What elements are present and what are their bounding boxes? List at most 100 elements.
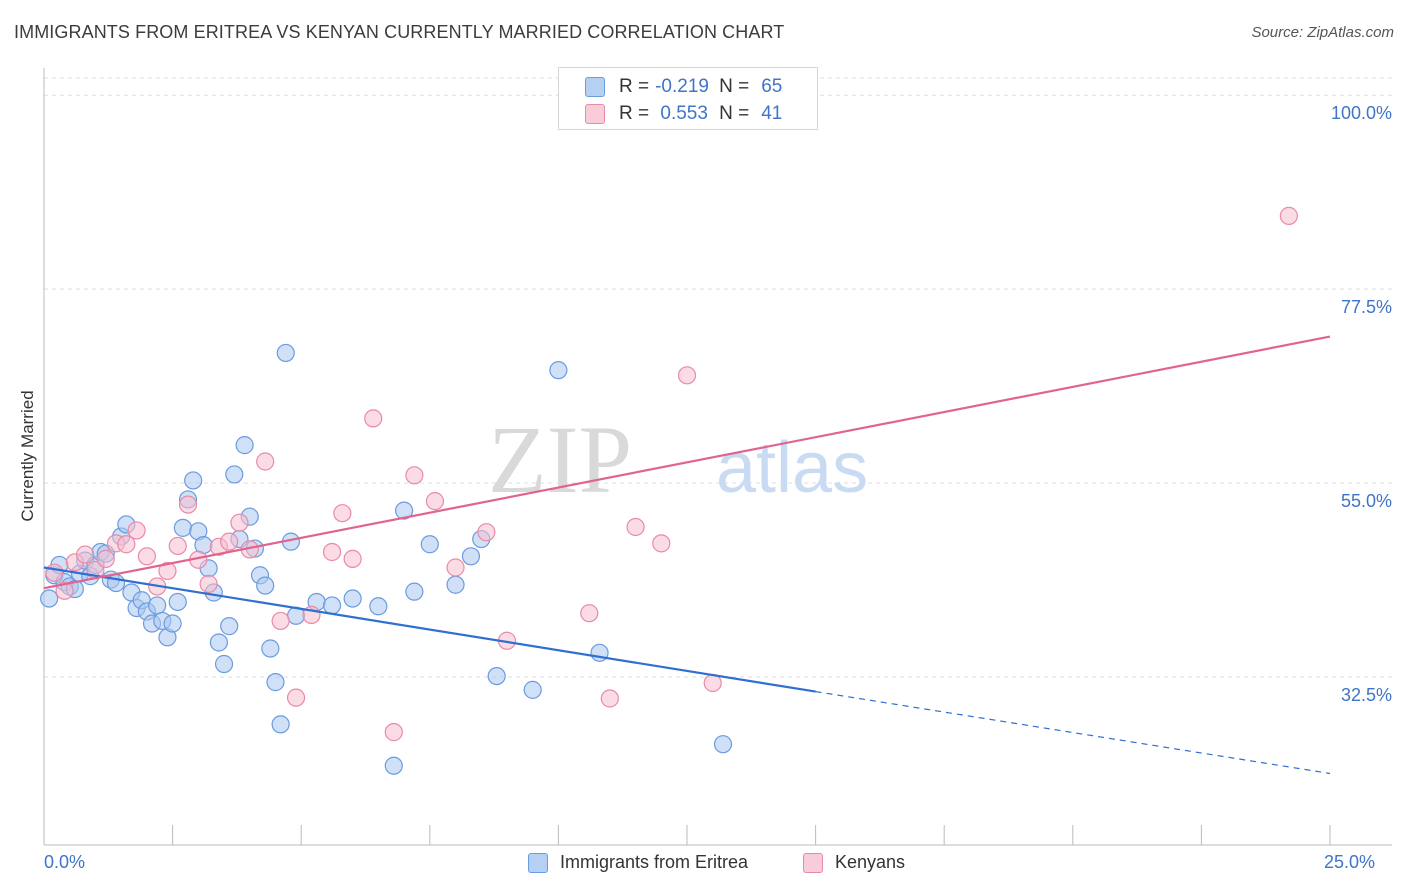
data-point <box>477 523 496 542</box>
data-point <box>446 558 465 577</box>
legend-row-kenyans: R = 0.553 N = 41 <box>585 101 782 127</box>
data-point <box>256 576 275 595</box>
data-point <box>322 596 342 615</box>
data-point <box>55 581 74 600</box>
y-axis-label: Currently Married <box>18 390 37 522</box>
data-point <box>220 532 239 551</box>
data-point <box>214 654 234 674</box>
grid-layer <box>44 77 1392 678</box>
data-point <box>256 452 275 471</box>
data-point <box>168 536 187 556</box>
data-point <box>230 513 249 532</box>
data-point <box>333 504 352 523</box>
data-point <box>652 534 671 553</box>
data-point <box>163 614 182 633</box>
data-point <box>220 617 239 636</box>
data-point <box>580 604 599 623</box>
data-point <box>322 542 342 562</box>
data-point <box>364 409 383 428</box>
data-point <box>420 535 439 554</box>
data-point <box>45 563 64 582</box>
data-point <box>76 545 95 564</box>
r-label: R = <box>619 76 650 97</box>
watermark-zip: ZIP <box>488 406 632 513</box>
r-value: -0.219 <box>655 76 709 97</box>
trend-line-kenyans <box>43 335 1331 590</box>
data-point <box>394 501 414 520</box>
data-point <box>487 666 506 686</box>
y-tick-label: 100.0% <box>1331 103 1392 123</box>
data-point <box>266 673 285 692</box>
data-point <box>184 471 203 490</box>
data-point <box>549 361 568 380</box>
watermark: ZIP atlas <box>488 406 868 513</box>
data-point <box>1279 206 1298 225</box>
data-point <box>677 366 697 385</box>
data-point <box>369 597 388 616</box>
data-point <box>127 521 146 540</box>
data-point <box>199 574 218 593</box>
data-point <box>225 465 244 484</box>
trend-line-eritrea-extrapolated <box>815 691 1331 775</box>
data-point <box>261 639 280 658</box>
y-tick-label: 55.0% <box>1341 491 1392 511</box>
data-point <box>271 715 290 734</box>
data-point <box>276 343 295 363</box>
data-point <box>209 633 228 652</box>
r-value: 0.553 <box>655 103 708 124</box>
data-point <box>384 756 403 775</box>
watermark-atlas: atlas <box>716 428 868 508</box>
legend-item-kenyans: Kenyans <box>803 852 905 873</box>
data-point <box>343 589 362 608</box>
series-kenyans <box>45 206 1298 742</box>
data-point <box>148 596 167 615</box>
y-tick-label: 77.5% <box>1341 297 1392 317</box>
data-point <box>235 436 254 455</box>
legend-swatch-pink <box>803 852 823 873</box>
n-label: N = <box>719 76 750 97</box>
legend-row-eritrea: R = -0.219 N = 65 <box>585 74 782 100</box>
chart-title: IMMIGRANTS FROM ERITREA VS KENYAN CURREN… <box>14 22 785 42</box>
data-point <box>137 547 156 566</box>
y-tick-label: 32.5% <box>1341 685 1392 705</box>
data-point <box>523 680 542 699</box>
axis-layer <box>43 68 1392 846</box>
legend-label: Immigrants from Eritrea <box>560 852 749 872</box>
x-tick-label-max: 25.0% <box>1324 852 1376 872</box>
data-point <box>626 517 645 537</box>
legend-swatch-blue <box>528 852 548 873</box>
n-label: N = <box>719 103 750 124</box>
data-point <box>286 688 306 707</box>
legend-swatch-pink <box>585 104 605 124</box>
legend-item-eritrea: Immigrants from Eritrea <box>528 852 748 873</box>
data-point <box>117 535 136 554</box>
data-point <box>600 689 619 708</box>
data-point <box>168 592 187 612</box>
data-point <box>405 466 424 485</box>
correlation-legend: R = -0.219 N = 65 R = 0.553 N = 41 <box>558 67 818 130</box>
data-point <box>713 735 733 754</box>
data-point <box>446 575 465 594</box>
x-tick-label-min: 0.0% <box>44 852 86 872</box>
data-point <box>343 549 362 568</box>
data-point <box>271 611 290 631</box>
data-point <box>178 495 198 514</box>
points-layer <box>40 206 1298 775</box>
data-point <box>461 547 481 566</box>
legend-label: Kenyans <box>835 852 906 872</box>
y-tick-labels: 32.5% 55.0% 77.5% 100.0% <box>1331 103 1392 705</box>
data-point <box>405 582 424 601</box>
data-point <box>40 589 59 608</box>
data-point <box>384 723 403 742</box>
source-label: Source: ZipAtlas.com <box>1251 24 1394 41</box>
data-point <box>425 492 445 511</box>
n-value: 65 <box>761 76 783 97</box>
legend-swatch-blue <box>585 77 605 97</box>
data-point <box>173 518 192 537</box>
data-point <box>96 549 115 568</box>
r-label: R = <box>619 103 650 124</box>
trend-layer <box>43 335 1331 775</box>
data-point <box>158 561 177 581</box>
n-value: 41 <box>761 103 783 124</box>
